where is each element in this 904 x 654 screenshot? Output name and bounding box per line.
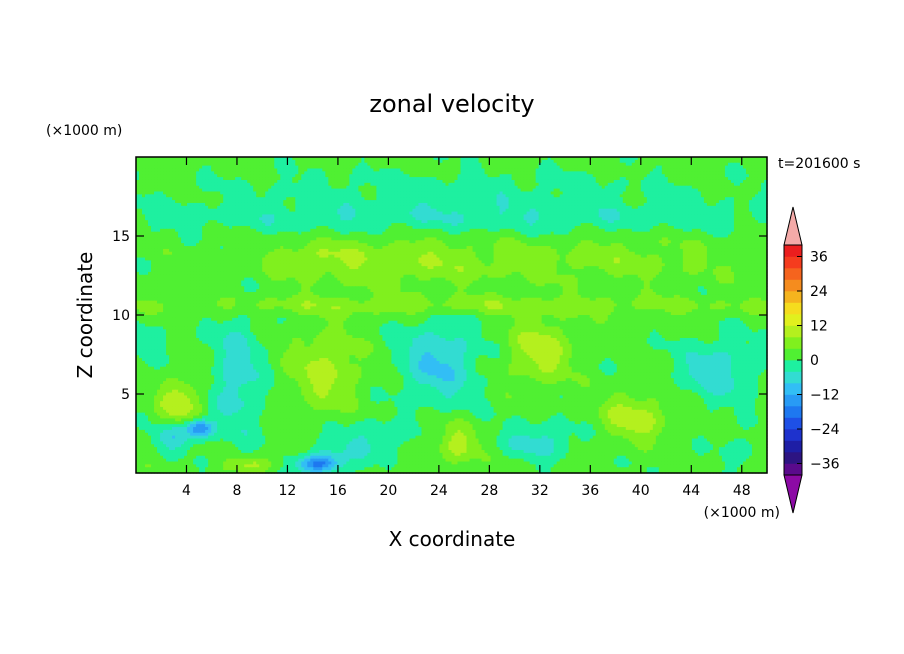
colorbar-swatch <box>784 348 802 361</box>
x-tick-label: 20 <box>379 483 397 499</box>
colorbar-swatch <box>784 360 802 372</box>
x-tick-label: 12 <box>279 483 297 499</box>
contour-field <box>136 157 768 474</box>
x-tick-label: 44 <box>682 483 700 499</box>
colorbar-tick-label: 12 <box>810 319 828 335</box>
colorbar-swatch <box>784 429 802 441</box>
y-tick-label: 5 <box>121 387 130 403</box>
colorbar-swatch <box>784 279 802 292</box>
colorbar-swatch <box>784 406 802 418</box>
x-tick-label: 36 <box>581 483 599 499</box>
x-tick-label: 28 <box>480 483 498 499</box>
colorbar-tick-label: −36 <box>810 457 840 473</box>
colorbar-tick-label: −24 <box>810 422 840 438</box>
colorbar-swatch <box>784 245 802 257</box>
colorbar-tick-label: 24 <box>810 284 828 300</box>
colorbar-swatch <box>784 314 802 326</box>
colorbar-swatch <box>784 302 802 315</box>
colorbar-swatch <box>784 394 802 407</box>
y-unit-label: (×1000 m) <box>46 123 122 139</box>
x-unit-label: (×1000 m) <box>704 505 780 521</box>
chart-title: zonal velocity <box>369 90 534 118</box>
colorbar-swatch <box>784 383 802 395</box>
y-axis-label: Z coordinate <box>73 252 97 379</box>
x-tick-label: 24 <box>430 483 448 499</box>
colorbar-tick-label: 36 <box>810 250 828 266</box>
y-tick-label: 10 <box>112 308 130 324</box>
x-tick-label: 4 <box>182 483 191 499</box>
colorbar-swatch <box>784 463 802 476</box>
colorbar-swatch <box>784 337 802 349</box>
colorbar-swatch <box>784 417 802 430</box>
colorbar-swatch <box>784 256 802 269</box>
colorbar-tick-label: −12 <box>810 388 840 404</box>
x-tick-label: 8 <box>232 483 241 499</box>
colorbar-swatch <box>784 452 802 464</box>
colorbar-swatch <box>784 325 802 338</box>
time-label: t=201600 s <box>778 156 860 172</box>
y-tick-label: 15 <box>112 229 130 245</box>
x-tick-label: 16 <box>329 483 347 499</box>
y-axis-ticks: 5 10 15 <box>112 229 767 403</box>
x-axis-ticks: 4 8 12 16 20 24 28 32 36 40 44 48 <box>182 157 751 499</box>
x-tick-label: 40 <box>632 483 650 499</box>
colorbar-over-arrow <box>783 206 803 246</box>
x-axis-label: X coordinate <box>389 527 516 551</box>
colorbar-under-arrow <box>783 474 803 514</box>
x-tick-label: 48 <box>733 483 751 499</box>
colorbar-swatch <box>784 291 802 303</box>
colorbar: 36 24 12 0 −12 −24 −36 <box>783 206 840 514</box>
x-tick-label: 32 <box>531 483 549 499</box>
colorbar-tick-label: 0 <box>810 353 819 369</box>
colorbar-swatch <box>784 268 802 280</box>
colorbar-swatch <box>784 371 802 384</box>
colorbar-swatch <box>784 440 802 453</box>
